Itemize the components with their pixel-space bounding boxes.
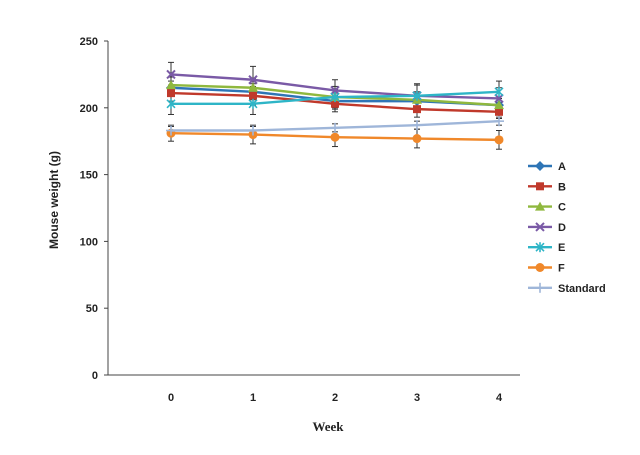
x-axis-title: Week [312,419,344,434]
data-point-b [331,99,339,108]
axes [107,41,520,376]
data-point-b [167,89,175,98]
legend-label-standard: Standard [558,283,606,295]
y-tick-label: 50 [86,303,98,315]
legend-marker-a [535,161,545,171]
data-point-standard [494,116,504,127]
marker-stroke [166,69,176,80]
data-point-e [330,92,340,103]
x-tick-label: 3 [414,392,420,404]
legend-marker-b [536,182,544,191]
data-point-e [412,90,422,101]
y-tick-label: 150 [80,170,98,182]
data-point-f [494,135,504,145]
marker-stroke [494,93,504,104]
data-point-b [495,107,503,116]
x-tick-label: 1 [250,392,256,404]
data-point-standard [248,125,258,136]
legend-label-e: E [558,242,565,254]
data-point-e [494,86,504,97]
data-point-d [248,75,258,85]
data-point-b [413,105,421,114]
y-tick-label: 200 [80,103,98,115]
y-ticks: 0 50 100 150 200 250 [80,36,108,382]
legend-label-c: C [558,202,566,214]
y-tick-label: 0 [92,370,98,382]
legend-marker-standard [535,282,545,293]
data-point-e [166,98,176,109]
legend-label-f: F [558,263,565,275]
data-point-standard [330,122,340,133]
series-group [166,61,504,150]
legend-label-d: D [558,222,566,234]
legend-marker-d [535,222,545,232]
data-point-c [166,80,176,90]
data-point-c [494,100,504,110]
marker-stroke [330,85,340,96]
data-point-f [412,134,422,144]
data-point-standard [412,120,422,131]
marker-stroke [248,75,258,85]
data-point-b [249,91,257,100]
marker-stroke [535,222,545,232]
data-point-d [330,85,340,96]
legend-label-a: A [558,161,566,173]
y-tick-label: 250 [80,36,98,48]
data-point-c [248,82,258,92]
legend-marker-e [535,242,545,253]
x-tick-label: 2 [332,392,338,404]
data-point-f [330,132,340,142]
data-point-d [494,93,504,104]
x-tick-label: 4 [496,392,503,404]
x-tick-label: 0 [168,392,174,404]
legend-marker-f [535,263,545,272]
data-point-standard [166,125,176,136]
y-axis-title: Mouse weight (g) [47,151,61,249]
data-point-e [248,98,258,109]
x-ticks: 0 1 2 3 4 [168,392,503,404]
legend-label-b: B [558,181,566,193]
legend-marker-c [535,201,545,211]
y-tick-label: 100 [80,236,98,248]
data-point-d [166,69,176,80]
